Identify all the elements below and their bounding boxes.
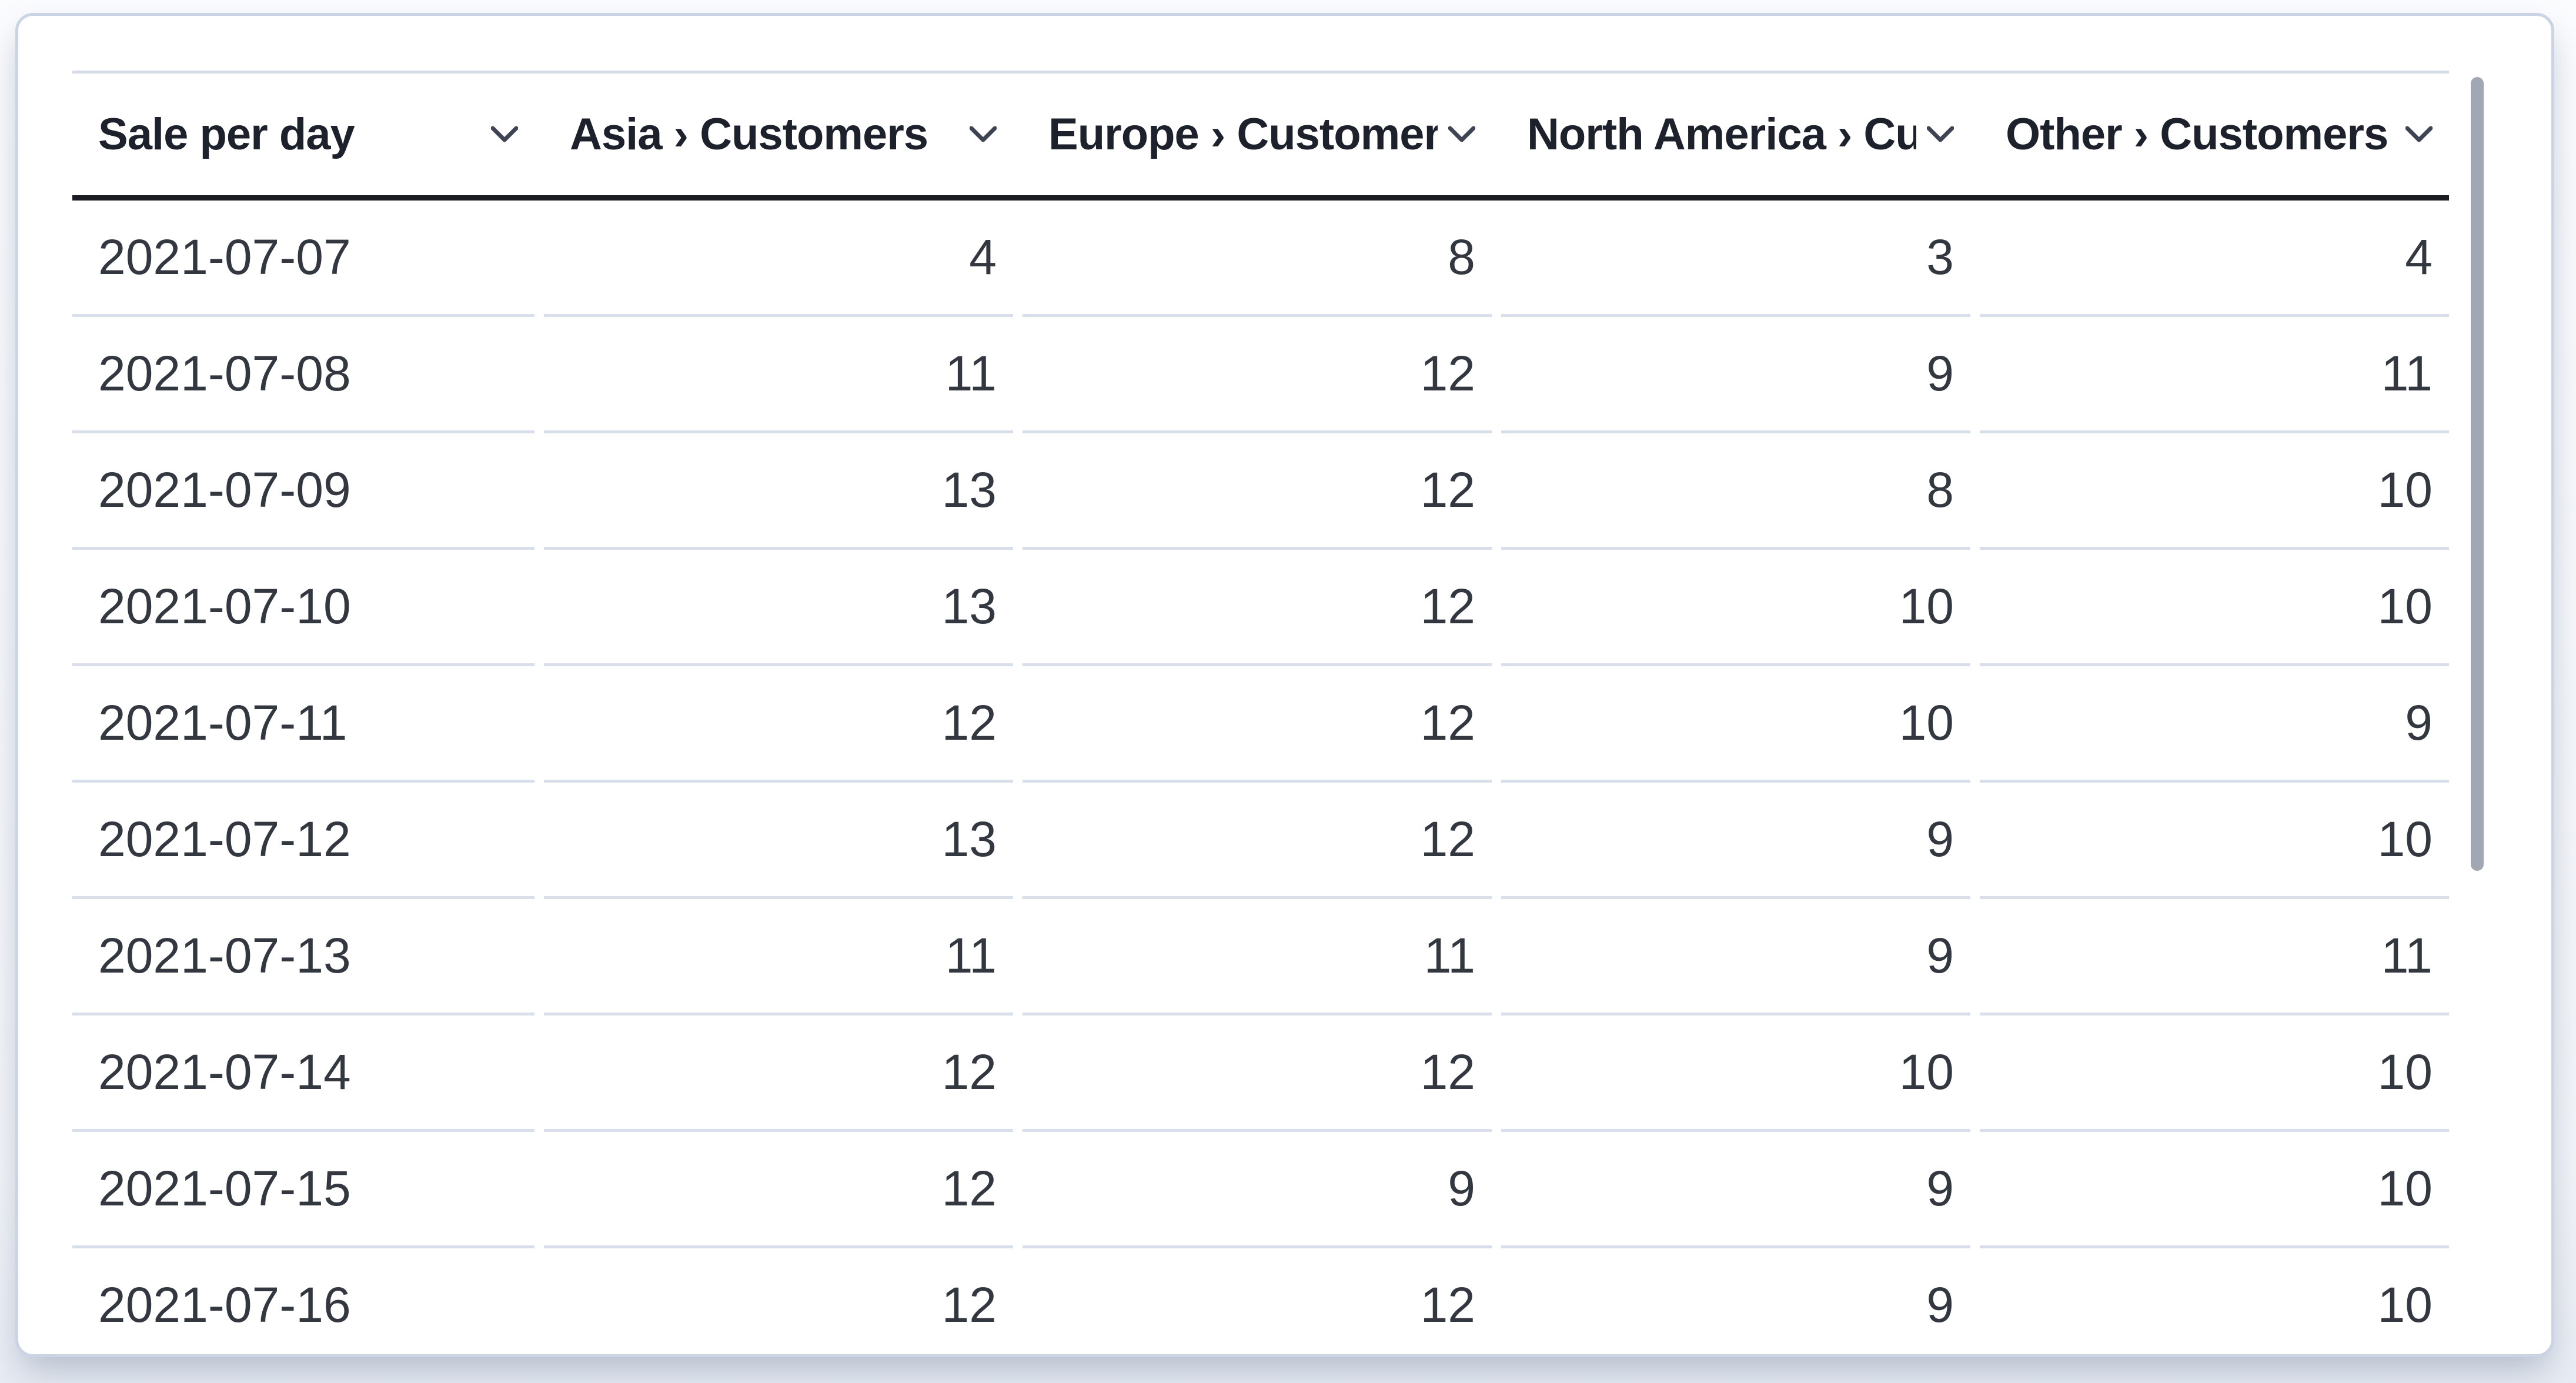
value-cell: 13 [544, 550, 1013, 666]
value-cell: 10 [1980, 1248, 2449, 1354]
value-cell: 10 [1980, 433, 2449, 550]
column-header-label: Sale per day [98, 109, 355, 159]
value-cell: 9 [1980, 666, 2449, 783]
value-cell: 12 [544, 1248, 1013, 1354]
date-cell: 2021-07-15 [72, 1132, 534, 1248]
column-header-label: North America › Customers [1527, 109, 1916, 159]
table-row: 2021-07-08 11 12 9 11 [72, 317, 2449, 433]
value-cell: 10 [1501, 550, 1970, 666]
value-cell: 4 [1980, 201, 2449, 317]
value-cell: 13 [544, 433, 1013, 550]
value-cell: 12 [1023, 1015, 1492, 1132]
date-cell: 2021-07-09 [72, 433, 534, 550]
chevron-down-icon[interactable] [1916, 126, 1954, 143]
value-cell: 8 [1023, 201, 1492, 317]
value-cell: 9 [1501, 783, 1970, 899]
value-cell: 9 [1501, 1132, 1970, 1248]
value-cell: 12 [544, 1015, 1013, 1132]
value-cell: 12 [1023, 317, 1492, 433]
value-cell: 10 [1501, 666, 1970, 783]
table-row: 2021-07-15 12 9 9 10 [72, 1132, 2449, 1248]
date-cell: 2021-07-07 [72, 201, 534, 317]
value-cell: 12 [1023, 433, 1492, 550]
date-cell: 2021-07-14 [72, 1015, 534, 1132]
value-cell: 4 [544, 201, 1013, 317]
table-body: 2021-07-07 4 8 3 4 2021-07-08 11 12 9 11 2021-07-0… [72, 201, 2449, 1354]
column-header-label: Other › Customers [2006, 109, 2388, 159]
column-header-label: Europe › Customers [1048, 109, 1438, 159]
table-row: 2021-07-10 13 12 10 10 [72, 550, 2449, 666]
chevron-down-icon[interactable] [959, 126, 997, 143]
value-cell: 12 [1023, 1248, 1492, 1354]
value-cell: 11 [1980, 317, 2449, 433]
column-header[interactable]: Other › Customers [1980, 74, 2449, 195]
vertical-scrollbar-thumb[interactable] [2471, 77, 2484, 871]
value-cell: 11 [1980, 899, 2449, 1015]
value-cell: 9 [1501, 317, 1970, 433]
value-cell: 11 [1023, 899, 1492, 1015]
date-cell: 2021-07-13 [72, 899, 534, 1015]
value-cell: 9 [1023, 1132, 1492, 1248]
column-header[interactable]: Asia › Customers [544, 74, 1013, 195]
value-cell: 11 [544, 899, 1013, 1015]
date-cell: 2021-07-12 [72, 783, 534, 899]
value-cell: 12 [1023, 666, 1492, 783]
value-cell: 10 [1980, 783, 2449, 899]
value-cell: 9 [1501, 1248, 1970, 1354]
value-cell: 10 [1501, 1015, 1970, 1132]
table-row: 2021-07-12 13 12 9 10 [72, 783, 2449, 899]
column-header[interactable]: Europe › Customers [1023, 74, 1492, 195]
date-cell: 2021-07-16 [72, 1248, 534, 1354]
value-cell: 12 [544, 666, 1013, 783]
date-cell: 2021-07-11 [72, 666, 534, 783]
sales-table: Sale per day Asia › Customers Europe › C… [72, 71, 2449, 1354]
date-cell: 2021-07-08 [72, 317, 534, 433]
value-cell: 8 [1501, 433, 1970, 550]
value-cell: 10 [1980, 1132, 2449, 1248]
value-cell: 11 [544, 317, 1013, 433]
value-cell: 12 [1023, 783, 1492, 899]
table-row: 2021-07-14 12 12 10 10 [72, 1015, 2449, 1132]
table-row: 2021-07-11 12 12 10 9 [72, 666, 2449, 783]
value-cell: 3 [1501, 201, 1970, 317]
value-cell: 10 [1980, 1015, 2449, 1132]
table-row: 2021-07-07 4 8 3 4 [72, 201, 2449, 317]
table-panel: Sale per day Asia › Customers Europe › C… [15, 13, 2554, 1357]
chevron-down-icon[interactable] [480, 126, 518, 143]
value-cell: 9 [1501, 899, 1970, 1015]
column-header[interactable]: Sale per day [72, 74, 534, 195]
value-cell: 10 [1980, 550, 2449, 666]
value-cell: 13 [544, 783, 1013, 899]
table-row: 2021-07-13 11 11 9 11 [72, 899, 2449, 1015]
table-row: 2021-07-16 12 12 9 10 [72, 1248, 2449, 1354]
chevron-down-icon[interactable] [1438, 126, 1475, 143]
value-cell: 12 [1023, 550, 1492, 666]
table-row: 2021-07-09 13 12 8 10 [72, 433, 2449, 550]
table-header-row: Sale per day Asia › Customers Europe › C… [72, 71, 2449, 201]
column-header-label: Asia › Customers [570, 109, 928, 159]
chevron-down-icon[interactable] [2395, 126, 2433, 143]
value-cell: 12 [544, 1132, 1013, 1248]
column-header[interactable]: North America › Customers [1501, 74, 1970, 195]
date-cell: 2021-07-10 [72, 550, 534, 666]
